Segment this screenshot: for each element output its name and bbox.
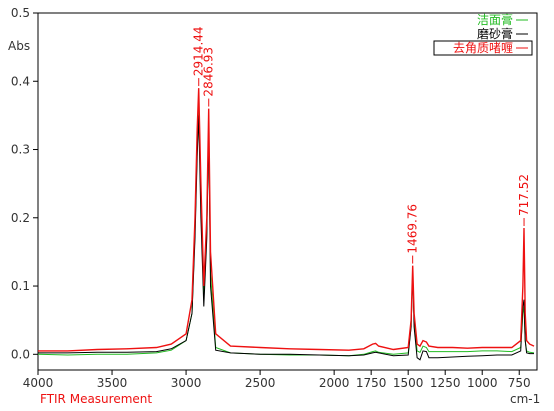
annotation-label: 2846.93: [202, 47, 216, 97]
y-tick-label: 0.2: [11, 211, 30, 225]
y-tick-label: 0.5: [11, 6, 30, 20]
x-tick-label: 1250: [430, 376, 461, 390]
series-line: [37, 108, 535, 357]
x-tick-label: 3500: [97, 376, 128, 390]
x-tick-label: 3000: [171, 376, 202, 390]
legend-selection: [433, 40, 533, 56]
y-tick-label: 0.4: [11, 74, 30, 88]
x-tick-label: 750: [508, 376, 531, 390]
x-tick-label: 4000: [23, 376, 54, 390]
legend-label: 磨砂膏: [477, 26, 513, 41]
y-axis-label: Abs: [8, 39, 30, 53]
x-tick-label: 2500: [245, 376, 276, 390]
x-tick-label: 2000: [319, 376, 350, 390]
x-tick-label: 1750: [356, 376, 387, 390]
annotation-label: 1469.76: [406, 204, 420, 254]
y-tick-label: 0.1: [11, 279, 30, 293]
y-tick-label: 0.0: [11, 347, 30, 361]
annotation-label: 2914.44: [192, 26, 206, 76]
x-tick-label: 1500: [393, 376, 424, 390]
series-line: [38, 115, 534, 361]
legend-label: 洁面膏: [477, 12, 513, 27]
x-axis-label: cm-1: [510, 392, 540, 406]
y-tick-label: 0.3: [11, 143, 30, 157]
series-line: [38, 88, 535, 352]
plot-frame: [37, 12, 538, 371]
footer: FTIR Measurement: [40, 392, 152, 406]
x-tick-label: 1000: [467, 376, 498, 390]
annotation-label: 717.52: [517, 174, 531, 216]
legend-label: 去角质啫喱: [453, 41, 513, 55]
